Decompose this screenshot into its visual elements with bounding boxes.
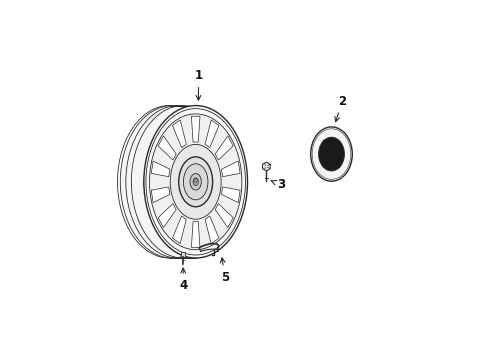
- Ellipse shape: [193, 178, 198, 186]
- Polygon shape: [172, 120, 186, 148]
- Ellipse shape: [311, 127, 352, 181]
- Polygon shape: [151, 187, 170, 203]
- Ellipse shape: [120, 105, 224, 258]
- Ellipse shape: [179, 157, 213, 207]
- Polygon shape: [221, 187, 240, 203]
- Polygon shape: [192, 222, 200, 247]
- Text: 2: 2: [335, 95, 346, 122]
- Polygon shape: [151, 161, 170, 177]
- Polygon shape: [181, 252, 185, 257]
- Text: 5: 5: [220, 258, 229, 284]
- Ellipse shape: [149, 114, 242, 250]
- Ellipse shape: [170, 144, 221, 219]
- Text: 4: 4: [179, 268, 187, 292]
- Ellipse shape: [183, 164, 208, 200]
- Polygon shape: [158, 136, 176, 160]
- Ellipse shape: [144, 105, 247, 258]
- Polygon shape: [205, 216, 219, 244]
- Polygon shape: [172, 216, 186, 244]
- Polygon shape: [215, 204, 233, 228]
- Polygon shape: [215, 136, 233, 160]
- Ellipse shape: [318, 137, 344, 171]
- Polygon shape: [158, 204, 176, 228]
- Polygon shape: [192, 116, 200, 142]
- Text: 1: 1: [195, 69, 202, 100]
- Polygon shape: [221, 161, 240, 177]
- Polygon shape: [205, 120, 219, 148]
- Ellipse shape: [190, 174, 201, 190]
- Text: 3: 3: [271, 178, 285, 192]
- Polygon shape: [263, 162, 270, 171]
